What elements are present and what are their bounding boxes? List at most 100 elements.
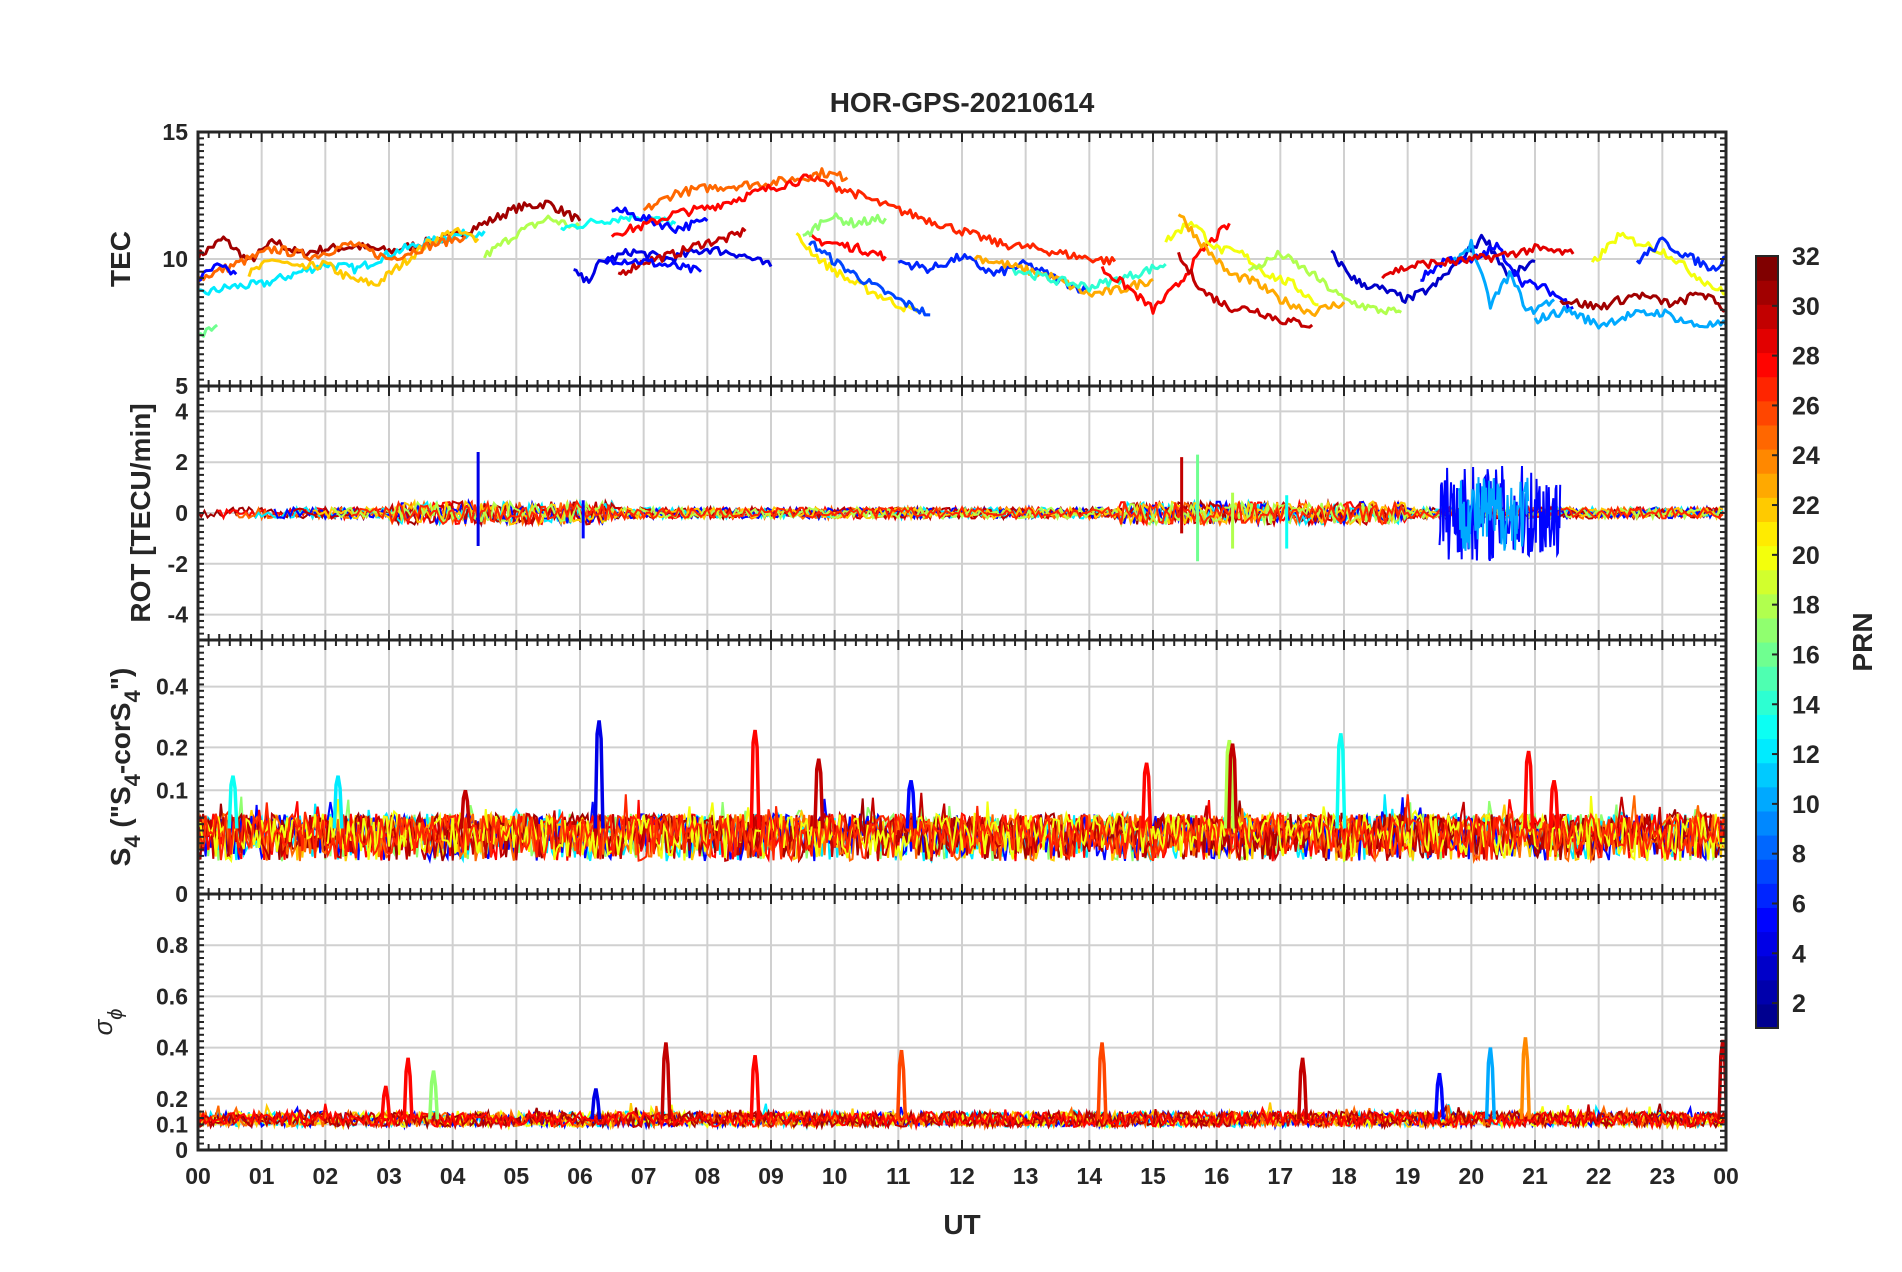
s4-peak-prn-13 xyxy=(1335,733,1347,829)
colorbar-band xyxy=(1756,424,1778,450)
colorbar-tick-label: 4 xyxy=(1792,940,1806,968)
sigma-phi-peak-prn-30 xyxy=(1297,1057,1309,1120)
x-tick-label: 21 xyxy=(1522,1163,1548,1189)
colorbar-tick-label: 14 xyxy=(1792,691,1820,719)
x-tick-label: 07 xyxy=(631,1163,657,1189)
y-tick-label: 10 xyxy=(162,246,188,272)
y-tick-label: 0 xyxy=(175,881,188,907)
x-axis-label: UT xyxy=(943,1209,980,1240)
s4-peak-prn-30 xyxy=(1227,743,1239,829)
y-tick-label: -2 xyxy=(168,551,188,577)
tec-series-prn-17 xyxy=(802,212,887,237)
s4-peak-prn-28 xyxy=(1523,750,1535,829)
s4-peak-prn-13 xyxy=(227,775,239,829)
colorbar-tick-label: 24 xyxy=(1792,442,1820,470)
colorbar-band xyxy=(1756,931,1778,957)
y-tick-label: 0 xyxy=(175,500,188,526)
colorbar-tick-label: 30 xyxy=(1792,293,1820,321)
tec-series-prn-10 xyxy=(1533,305,1726,330)
colorbar-tick-label: 20 xyxy=(1792,542,1820,570)
sigma-phi-peak-prn-5 xyxy=(1433,1072,1446,1120)
y-tick-label: 0 xyxy=(175,1137,188,1163)
y-axis-label: S4 ("S4-corS4") xyxy=(105,668,145,867)
colorbar-band xyxy=(1756,835,1778,860)
colorbar-tick-label: 12 xyxy=(1792,741,1820,769)
colorbar-band xyxy=(1756,521,1778,547)
y-tick-label: 5 xyxy=(175,373,188,399)
s4-peak-prn-30 xyxy=(813,758,825,829)
y-tick-label: 15 xyxy=(162,119,188,145)
y-axis-label: TEC xyxy=(105,231,136,287)
y-tick-label: 4 xyxy=(175,398,188,424)
tec-series-prn-5 xyxy=(611,206,709,234)
rot-burst-prn-5 xyxy=(1438,465,1562,562)
x-tick-label: 13 xyxy=(1013,1163,1039,1189)
x-tick-label: 15 xyxy=(1140,1163,1166,1189)
colorbar-band xyxy=(1756,907,1778,933)
x-tick-label: 05 xyxy=(504,1163,530,1189)
panel-axes xyxy=(196,892,1728,1152)
colorbar-band xyxy=(1756,256,1778,281)
colorbar-band xyxy=(1756,642,1778,667)
tec-series-prn-28 xyxy=(808,233,887,262)
tec-series-prn-10 xyxy=(1451,238,1556,315)
colorbar-band xyxy=(1756,883,1778,908)
colorbar-tick-label: 26 xyxy=(1792,392,1820,420)
colorbar-tick-label: 32 xyxy=(1792,243,1820,271)
chart-title: HOR-GPS-20210614 xyxy=(830,87,1095,118)
sigma-phi-peak-prn-26 xyxy=(895,1049,908,1120)
panel-data xyxy=(198,167,1726,338)
y-tick-label: -4 xyxy=(168,602,189,628)
x-tick-label: 12 xyxy=(949,1163,975,1189)
tec-series-prn-28 xyxy=(610,173,811,238)
tec-series-prn-27 xyxy=(807,174,1117,266)
s4-peak-prn-28 xyxy=(749,729,761,829)
x-axis: 00 01 02 03 04 05 06 07 08 09 10 11 12 13 14 15 16 17 18 19… xyxy=(185,1163,1739,1189)
colorbar-band xyxy=(1756,738,1778,764)
tec-series-prn-29 xyxy=(1381,243,1575,280)
y-tick-label: 0.6 xyxy=(156,983,188,1009)
y-tick-label: 2 xyxy=(175,449,188,475)
x-tick-label: 00 xyxy=(185,1163,211,1189)
colorbar-tick-label: 22 xyxy=(1792,492,1820,520)
colorbar-band xyxy=(1756,690,1778,715)
x-tick-label: 18 xyxy=(1331,1163,1357,1189)
x-tick-label: 11 xyxy=(886,1163,911,1189)
panel-rot: -4 -2 0 2 4 ROT [TECU/min] xyxy=(125,384,1728,642)
colorbar-tick-label: 18 xyxy=(1792,592,1820,620)
tec-series-prn-23 xyxy=(973,254,1154,298)
tec-series-prn-5 xyxy=(604,256,703,274)
tec-series-prn-21 xyxy=(795,232,919,314)
tec-series-prn-18 xyxy=(483,214,582,259)
tec-series-prn-6 xyxy=(1635,236,1726,272)
y-tick-label: 0.8 xyxy=(156,932,188,958)
panel-tec: 5 10 15 TEC xyxy=(105,119,1728,399)
colorbar-tick-label: 10 xyxy=(1792,791,1820,819)
tec-series-prn-13 xyxy=(560,212,677,232)
colorbar-band xyxy=(1756,352,1778,378)
colorbar-band xyxy=(1756,449,1778,474)
colorbar-band xyxy=(1756,304,1778,329)
x-tick-label: 08 xyxy=(695,1163,721,1189)
colorbar-band xyxy=(1756,617,1778,643)
s4-peak-prn-4 xyxy=(593,720,605,829)
x-tick-label: 06 xyxy=(567,1163,593,1189)
tec-series-prn-23 xyxy=(1177,213,1346,318)
y-tick-label: 0.2 xyxy=(156,1086,188,1112)
tec-series-prn-14 xyxy=(1011,263,1167,293)
s4-peak-prn-28 xyxy=(1548,780,1560,829)
colorbar-label: PRN xyxy=(1847,612,1878,671)
tec-series-prn-25 xyxy=(198,234,467,284)
s4-series-prn-5 xyxy=(198,797,1726,865)
colorbar-tick-label: 28 xyxy=(1792,343,1820,371)
x-tick-label: 14 xyxy=(1077,1163,1103,1189)
colorbar-band xyxy=(1756,955,1778,981)
panel-data xyxy=(198,1037,1726,1131)
colorbar-tick-label: 6 xyxy=(1792,890,1806,918)
rot-burst-prn-10 xyxy=(1457,477,1530,551)
tec-series-prn-4 xyxy=(573,246,773,284)
tec-series-prn-16 xyxy=(198,323,219,338)
tec-series-prn-5 xyxy=(198,262,238,283)
y-axis-label: σϕ xyxy=(88,1009,127,1036)
